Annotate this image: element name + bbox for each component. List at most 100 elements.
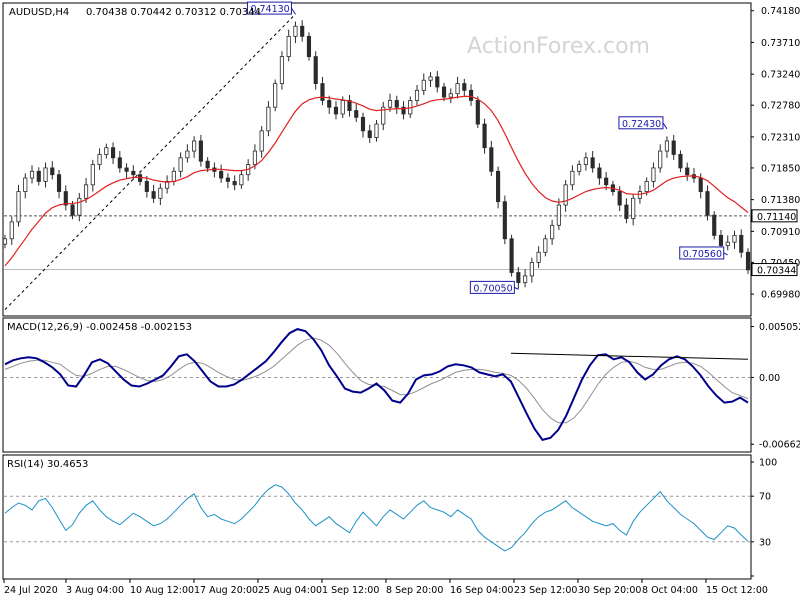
x-axis: 24 Jul 2020 3 Aug 04:00 10 Aug 12:00 17 Aug… [3,579,768,596]
candle-body [529,261,534,277]
annotation-pointer [723,252,728,256]
candle-body [185,150,190,159]
candle-body [165,181,170,189]
candle-body [739,235,744,253]
candle-body [239,174,244,186]
candle-body [36,170,41,182]
candle-body [104,147,109,155]
candle-body [374,123,379,138]
candle-body [482,123,487,149]
moving-average-line [4,95,749,267]
rsi-y-tick-label: 30 [759,537,771,548]
rsi-y-tick-label: 70 [759,492,771,503]
candle-body [583,157,588,165]
candle-body [428,76,433,81]
candle-body [556,204,561,226]
macd-y-tick-label: 0.005052 [759,322,800,333]
candle-body [448,93,453,98]
candle-body [266,106,271,132]
macd-line [4,328,749,442]
candle-body [293,25,298,37]
y-tick-label: 0.72310 [761,132,800,143]
annotation-label: 0.70560 [683,249,722,260]
candle-body [300,25,305,37]
candle-body [63,191,68,206]
x-tick-label: 10 Aug 12:00 [130,585,194,596]
candle-body [110,147,116,159]
candle-body [131,170,136,176]
candle-body [252,150,257,165]
candle-body [712,214,717,236]
x-tick-label: 8 Oct 04:00 [642,585,698,596]
candle-body [617,191,622,206]
candle-body [489,147,494,172]
candle-body [563,184,568,206]
candle-body [462,83,467,91]
level-price-label: 0.71140 [757,212,796,223]
candle-body [286,35,291,58]
x-tick-label: 24 Jul 2020 [4,585,58,596]
candle-body [171,170,176,182]
candle-body [732,235,737,243]
candle-body [347,100,352,111]
candle-body [83,184,89,199]
candle-body [685,167,690,176]
current-price-box [751,263,798,277]
candle-body [496,170,501,203]
candle-body [414,89,420,101]
rsi-line [4,484,749,552]
candle-body [360,116,366,132]
candle-body [16,191,21,223]
candle-body [536,251,541,263]
candle-body [198,140,203,162]
candle-body [725,241,730,246]
x-tick-label: 1 Sep 12:00 [322,585,379,596]
candle-body [43,167,48,182]
candle-body [90,164,95,186]
candle-body [671,140,676,155]
x-tick-label: 16 Sep 04:00 [450,585,513,596]
y-tick-label: 0.73710 [761,38,800,49]
x-tick-label: 23 Sep 12:00 [514,585,577,596]
candle-body [225,177,230,182]
candle-body [394,100,399,108]
candle-body [543,238,548,253]
candle-body [151,191,156,199]
y-tick-label: 0.71380 [761,195,800,206]
annotation-pointer [662,122,668,130]
watermark: ActionForex.com [467,34,650,59]
candle-body [219,170,224,179]
candle-body [509,238,514,273]
candle-body [590,157,595,169]
candle-body [117,157,122,169]
annotation-label: 0.72430 [622,119,661,130]
candle-body [232,181,237,186]
main-price-layer: 0.74180 0.73710 0.73240 0.72780 0.72310 0.718… [2,1,800,310]
candle-body [550,224,555,240]
candle-body [320,83,325,101]
candle-body [50,167,55,176]
candle-body [192,140,197,152]
candle-body [624,204,629,219]
candle-body [644,181,649,192]
candle-body [651,167,656,182]
rsi-layer: 100 70 30 [4,458,777,577]
rsi-pane-frame [2,454,752,580]
candle-body [678,154,683,169]
y-tick-label: 0.72780 [761,101,800,112]
y-tick-label: 0.69980 [761,290,800,301]
x-tick-label: 3 Aug 04:00 [66,585,124,596]
annotation-pointer [291,7,296,15]
candle-body [23,177,28,192]
candle-body [279,56,285,84]
candle-body [2,238,8,245]
macd-layer: 0.005052 0.00 -0.006629 [4,322,800,451]
candle-body [29,170,35,179]
y-tick-label: 0.74180 [761,6,800,17]
candle-body [340,100,345,115]
pane-frames [2,2,752,580]
y-tick-label: 0.71850 [761,163,800,174]
candle-body [604,177,609,186]
candle-body [387,100,393,108]
x-tick-label: 15 Oct 12:00 [706,585,768,596]
